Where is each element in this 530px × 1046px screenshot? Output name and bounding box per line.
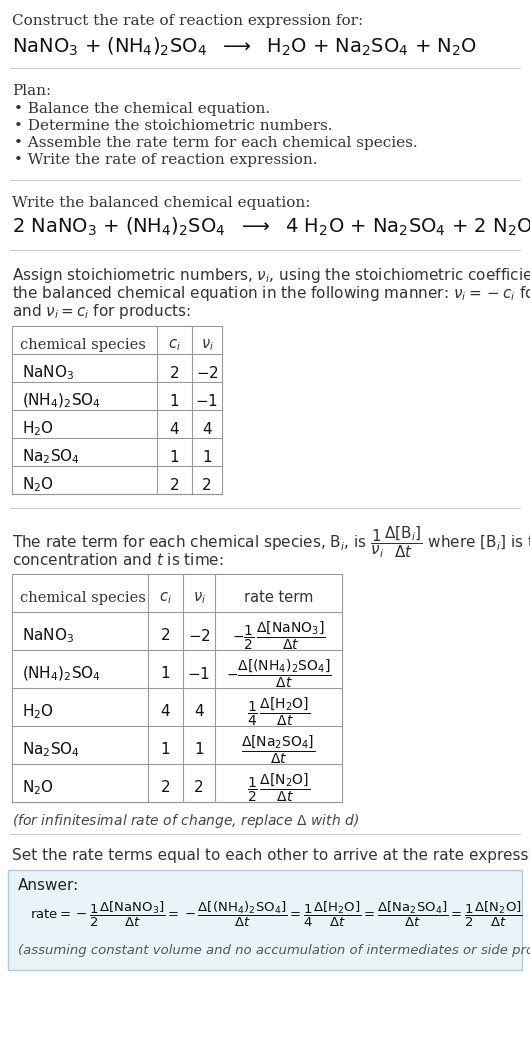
Text: 1: 1 [161,666,170,682]
Text: Answer:: Answer: [18,878,80,893]
Text: 1: 1 [170,393,179,409]
Text: (NH$_4$)$_2$SO$_4$: (NH$_4$)$_2$SO$_4$ [22,392,101,410]
Text: chemical species: chemical species [20,591,146,605]
Text: 2: 2 [170,478,179,493]
Bar [12,574,342,802]
Text: Assign stoichiometric numbers, $\nu_i$, using the stoichiometric coefficients, $: Assign stoichiometric numbers, $\nu_i$, … [12,266,530,285]
Text: 2: 2 [161,780,170,796]
Text: and $\nu_i = c_i$ for products:: and $\nu_i = c_i$ for products: [12,302,191,321]
Text: 2: 2 [161,629,170,643]
Text: N$_2$O: N$_2$O [22,778,54,797]
Text: (NH$_4$)$_2$SO$_4$: (NH$_4$)$_2$SO$_4$ [22,665,101,683]
Text: rate term: rate term [244,591,313,606]
Text: Plan:: Plan: [12,84,51,98]
Text: $-1$: $-1$ [196,393,218,409]
Text: H$_2$O: H$_2$O [22,419,54,438]
Text: 4: 4 [202,422,212,436]
Text: chemical species: chemical species [20,338,146,353]
Text: 2: 2 [194,780,204,796]
Text: (for infinitesimal rate of change, replace $\Delta$ with $d$): (for infinitesimal rate of change, repla… [12,812,359,829]
Text: 1: 1 [161,743,170,757]
Bar [12,326,222,494]
Text: • Assemble the rate term for each chemical species.: • Assemble the rate term for each chemic… [14,136,418,150]
Text: $-2$: $-2$ [188,628,210,644]
Text: 2 NaNO$_3$ + (NH$_4$)$_2$SO$_4$  $\longrightarrow$  4 H$_2$O + Na$_2$SO$_4$ + 2 : 2 NaNO$_3$ + (NH$_4$)$_2$SO$_4$ $\longri… [12,217,530,238]
Text: the balanced chemical equation in the following manner: $\nu_i = -c_i$ for react: the balanced chemical equation in the fo… [12,285,530,303]
Text: $c_i$: $c_i$ [168,337,181,353]
Text: 4: 4 [194,705,204,720]
Text: 2: 2 [170,365,179,381]
FancyBboxPatch shape [8,870,522,970]
Text: $\dfrac{\Delta[\mathrm{Na_2SO_4}]}{\Delta t}$: $\dfrac{\Delta[\mathrm{Na_2SO_4}]}{\Delt… [241,734,316,766]
Text: NaNO$_3$: NaNO$_3$ [22,364,74,383]
Text: 1: 1 [202,450,212,464]
Text: $\nu_i$: $\nu_i$ [200,337,214,353]
Text: N$_2$O: N$_2$O [22,476,54,495]
Text: $c_i$: $c_i$ [159,590,172,606]
Text: NaNO$_3$ + (NH$_4$)$_2$SO$_4$  $\longrightarrow$  H$_2$O + Na$_2$SO$_4$ + N$_2$O: NaNO$_3$ + (NH$_4$)$_2$SO$_4$ $\longrigh… [12,36,477,59]
Text: Na$_2$SO$_4$: Na$_2$SO$_4$ [22,448,80,467]
Text: $\mathrm{rate} = -\dfrac{1}{2}\dfrac{\Delta[\mathrm{NaNO_3}]}{\Delta t} = -\dfra: $\mathrm{rate} = -\dfrac{1}{2}\dfrac{\De… [30,900,523,929]
Text: $\nu_i$: $\nu_i$ [192,590,206,606]
Text: 4: 4 [161,705,170,720]
Text: NaNO$_3$: NaNO$_3$ [22,627,74,645]
Text: (assuming constant volume and no accumulation of intermediates or side products): (assuming constant volume and no accumul… [18,943,530,957]
Text: $-\dfrac{\Delta[\mathrm{(NH_4)_2SO_4}]}{\Delta t}$: $-\dfrac{\Delta[\mathrm{(NH_4)_2SO_4}]}{… [226,658,331,690]
Text: $\dfrac{1}{4}\,\dfrac{\Delta[\mathrm{H_2O}]}{\Delta t}$: $\dfrac{1}{4}\,\dfrac{\Delta[\mathrm{H_2… [247,696,310,728]
Text: Set the rate terms equal to each other to arrive at the rate expression:: Set the rate terms equal to each other t… [12,848,530,863]
Text: concentration and $t$ is time:: concentration and $t$ is time: [12,552,224,568]
Text: $-\dfrac{1}{2}\,\dfrac{\Delta[\mathrm{NaNO_3}]}{\Delta t}$: $-\dfrac{1}{2}\,\dfrac{\Delta[\mathrm{Na… [232,620,325,652]
Text: 1: 1 [170,450,179,464]
Text: Construct the rate of reaction expression for:: Construct the rate of reaction expressio… [12,14,363,28]
Text: $-2$: $-2$ [196,365,218,381]
Text: Na$_2$SO$_4$: Na$_2$SO$_4$ [22,741,80,759]
Text: 4: 4 [170,422,179,436]
Text: • Determine the stoichiometric numbers.: • Determine the stoichiometric numbers. [14,119,332,133]
Text: 1: 1 [194,743,204,757]
Text: Write the balanced chemical equation:: Write the balanced chemical equation: [12,196,311,210]
Text: • Write the rate of reaction expression.: • Write the rate of reaction expression. [14,153,317,167]
Text: • Balance the chemical equation.: • Balance the chemical equation. [14,103,270,116]
Text: H$_2$O: H$_2$O [22,703,54,722]
Text: 2: 2 [202,478,212,493]
Text: The rate term for each chemical species, B$_i$, is $\dfrac{1}{\nu_i}\dfrac{\Delt: The rate term for each chemical species,… [12,524,530,560]
Text: $\dfrac{1}{2}\,\dfrac{\Delta[\mathrm{N_2O}]}{\Delta t}$: $\dfrac{1}{2}\,\dfrac{\Delta[\mathrm{N_2… [247,772,310,804]
Text: $-1$: $-1$ [188,666,210,682]
